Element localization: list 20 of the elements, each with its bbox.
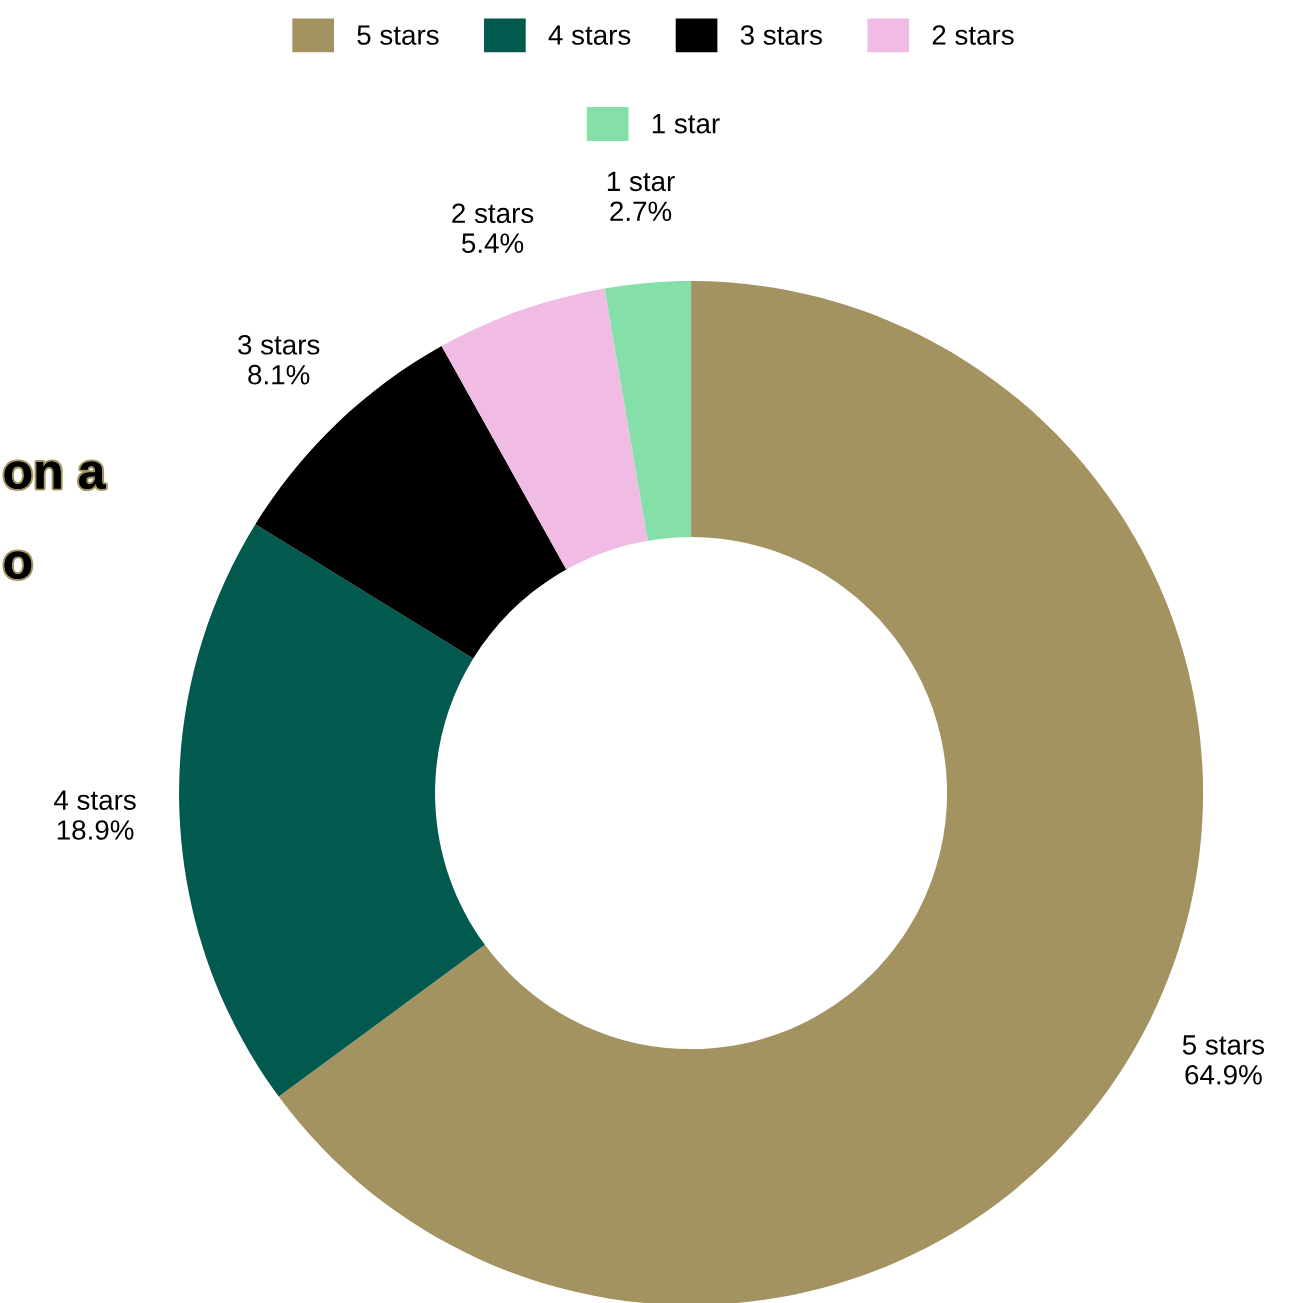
data-label: 5.4% <box>462 233 524 253</box>
legend-label: 2 stars <box>932 25 1014 45</box>
slice-label: 5 stars <box>1182 1035 1265 1055</box>
text: on a <box>4 461 106 490</box>
legend-label: 1 star <box>652 114 720 134</box>
slice-label: 4 stars <box>54 790 136 810</box>
legend-label: 3 stars <box>740 25 822 45</box>
data-label: 18.9% <box>57 820 134 840</box>
donut-slice <box>604 281 692 541</box>
text: o <box>4 551 32 579</box>
slice-label: 2 stars <box>452 203 534 224</box>
data-label: 64.9% <box>1185 1064 1262 1085</box>
donut-slice <box>441 288 648 570</box>
donut-slice <box>179 524 485 1097</box>
data-label: 2.7% <box>610 201 672 222</box>
slice-label: 1 star <box>607 171 675 192</box>
data-label: 8.1% <box>248 364 310 385</box>
slice-label: 3 stars <box>238 334 320 355</box>
legend-label: 4 stars <box>548 25 631 45</box>
legend-label: 5 stars <box>357 25 439 45</box>
